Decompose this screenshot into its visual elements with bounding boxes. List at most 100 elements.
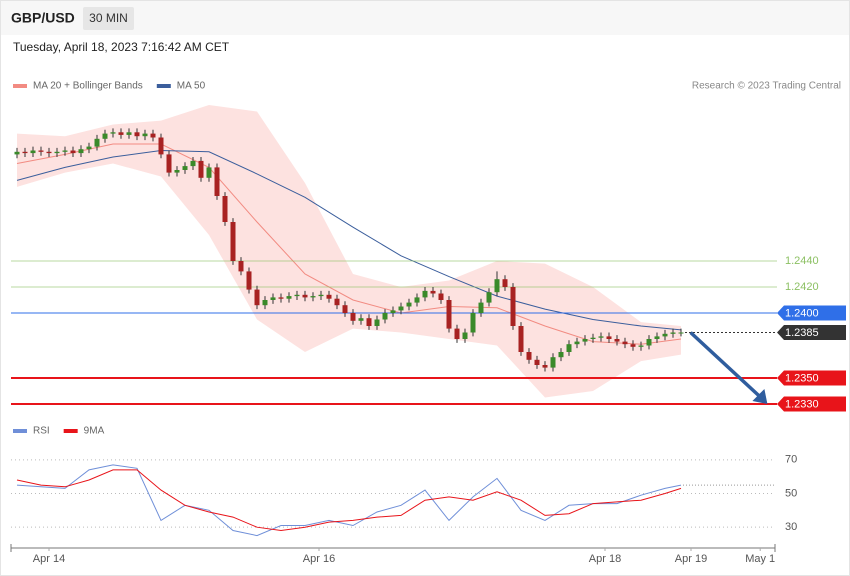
candle-body	[526, 352, 532, 360]
candle-body	[94, 138, 100, 147]
candle-body	[110, 132, 116, 134]
candle-body	[38, 150, 44, 152]
top-bar	[1, 1, 849, 35]
candle-body	[62, 150, 68, 152]
candle-body	[510, 287, 516, 326]
candle-body	[318, 294, 324, 297]
candle-body	[358, 318, 364, 321]
credit: Research © 2023 Trading Central	[692, 81, 841, 92]
level-tag	[777, 370, 846, 386]
x-tick-label: Apr 19	[675, 553, 707, 565]
candle-body	[414, 297, 420, 303]
candle-body	[574, 341, 580, 345]
candle-body	[206, 167, 212, 178]
candle-body	[190, 160, 196, 167]
candle-body	[478, 302, 484, 313]
candle-body	[638, 345, 644, 347]
candle-body	[462, 332, 468, 339]
forecast-arrow-head	[752, 389, 768, 404]
legend-label: MA 20 + Bollinger Bands	[33, 81, 143, 92]
candle-body	[598, 336, 604, 338]
candle-body	[262, 300, 268, 306]
y-tick-label: 30	[785, 521, 797, 533]
candle-body	[334, 298, 340, 306]
candle-body	[486, 292, 492, 303]
candle-body	[398, 306, 404, 311]
candle-body	[342, 305, 348, 313]
candle-body	[126, 132, 132, 135]
candle-body	[254, 289, 260, 306]
candle-body	[102, 133, 108, 139]
candle-body	[590, 337, 596, 339]
candle-body	[622, 341, 628, 345]
level-label: 1.2385	[785, 327, 819, 339]
level-label: 1.2440	[785, 255, 819, 267]
x-tick-label: Apr 14	[33, 553, 65, 565]
candle-body	[302, 294, 308, 298]
interval-badge[interactable]	[83, 7, 134, 30]
rsi-line	[16, 469, 682, 532]
candle-body	[222, 196, 228, 222]
candle-body	[430, 290, 436, 294]
legend-label: MA 50	[177, 81, 206, 92]
level-tag	[777, 396, 846, 412]
candle-body	[654, 336, 660, 339]
candle-body	[446, 300, 452, 329]
candle-body	[54, 151, 60, 154]
candle-body	[46, 151, 52, 154]
candle-body	[182, 166, 188, 170]
legend-label: RSI	[33, 426, 50, 437]
level-label: 1.2330	[785, 398, 819, 410]
candle-body	[198, 160, 204, 178]
candle-body	[502, 279, 508, 287]
candle-body	[382, 313, 388, 320]
level-label: 1.2420	[785, 281, 819, 293]
ma-line	[16, 149, 682, 331]
candle-body	[30, 150, 36, 154]
legend-swatch	[13, 84, 27, 88]
candle-body	[662, 333, 668, 337]
candle-body	[438, 293, 444, 300]
candle-body	[270, 297, 276, 300]
x-tick-label: Apr 16	[303, 553, 335, 565]
candle-body	[230, 222, 236, 261]
candle-body	[278, 297, 284, 299]
level-label: 1.2350	[785, 372, 819, 384]
interval[interactable]: 30 MIN	[89, 11, 128, 25]
candle-body	[78, 149, 84, 154]
candle-body	[550, 357, 556, 368]
level-label: 1.2400	[785, 307, 819, 319]
y-tick-label: 50	[785, 487, 797, 499]
candle-body	[518, 326, 524, 352]
candle-body	[294, 294, 300, 297]
datetime: Tuesday, April 18, 2023 7:16:42 AM CET	[13, 40, 230, 54]
level-tag	[777, 305, 846, 321]
candle-body	[350, 313, 356, 321]
candle-body	[326, 294, 332, 299]
candle-body	[678, 332, 684, 334]
candle-body	[150, 133, 156, 138]
legend-swatch	[156, 84, 171, 88]
candle-body	[246, 271, 252, 290]
candle-body	[454, 328, 460, 339]
candle-body	[566, 344, 572, 352]
candle-body	[614, 339, 620, 342]
candle-body	[630, 344, 636, 347]
candle-body	[542, 365, 548, 368]
candle-body	[534, 359, 540, 365]
x-tick-label: May 1	[745, 553, 775, 565]
candle-body	[646, 339, 652, 346]
candle-body	[70, 150, 76, 154]
candle-body	[14, 151, 20, 155]
ma-line	[16, 143, 682, 345]
candle-body	[582, 339, 588, 342]
candle-body	[142, 133, 148, 137]
forecast-arrow	[689, 331, 763, 400]
symbol: GBP/USD	[11, 10, 75, 26]
legend-swatch	[13, 429, 27, 433]
legend-swatch	[63, 429, 78, 433]
legend-label: 9MA	[84, 426, 105, 437]
x-tick-label: Apr 18	[589, 553, 621, 565]
candle-body	[286, 296, 292, 299]
